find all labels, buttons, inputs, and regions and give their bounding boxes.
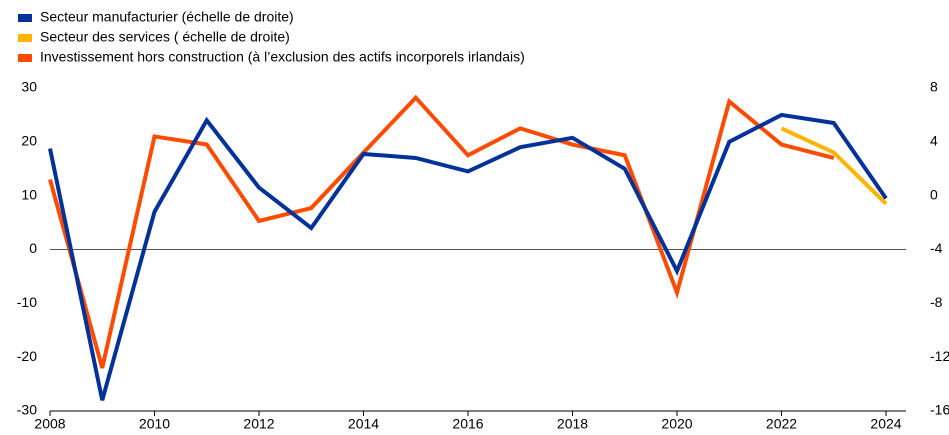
y-tick-label: 30 bbox=[21, 79, 37, 95]
legend-label: Secteur des services ( échelle de droite… bbox=[40, 29, 290, 45]
y-tick-label: -30 bbox=[17, 402, 37, 418]
y2-tick-label: 4 bbox=[930, 133, 938, 149]
y2-tick-label: 0 bbox=[930, 186, 938, 202]
y2-tick-label: -4 bbox=[930, 240, 943, 256]
x-tick-label: 2024 bbox=[870, 416, 901, 432]
series-line bbox=[48, 112, 888, 401]
y-tick-label: 0 bbox=[29, 240, 37, 256]
y2-tick-label: -16 bbox=[930, 402, 949, 418]
y2-tick-label: -8 bbox=[930, 294, 943, 310]
series-line bbox=[780, 126, 888, 206]
y-tick-label: -20 bbox=[17, 348, 37, 364]
x-tick-label: 2018 bbox=[557, 416, 588, 432]
x-tick-label: 2012 bbox=[243, 416, 274, 432]
series-line bbox=[48, 94, 835, 369]
x-tick-label: 2020 bbox=[661, 416, 692, 432]
x-tick-label: 2022 bbox=[766, 416, 797, 432]
legend-label: Secteur manufacturier (échelle de droite… bbox=[40, 9, 294, 25]
x-tick-label: 2016 bbox=[452, 416, 483, 432]
y2-tick-label: 8 bbox=[930, 79, 938, 95]
legend-swatch bbox=[18, 54, 32, 62]
y-tick-label: 20 bbox=[21, 133, 37, 149]
y-tick-label: 10 bbox=[21, 186, 37, 202]
legend-swatch bbox=[18, 34, 32, 42]
x-tick-label: 2010 bbox=[139, 416, 170, 432]
x-tick-label: 2008 bbox=[34, 416, 65, 432]
y-tick-label: -10 bbox=[17, 294, 37, 310]
y2-tick-label: -12 bbox=[930, 348, 949, 364]
legend-swatch bbox=[18, 14, 32, 22]
x-tick-label: 2014 bbox=[348, 416, 379, 432]
legend-label: Investissement hors construction (à l’ex… bbox=[40, 49, 525, 65]
